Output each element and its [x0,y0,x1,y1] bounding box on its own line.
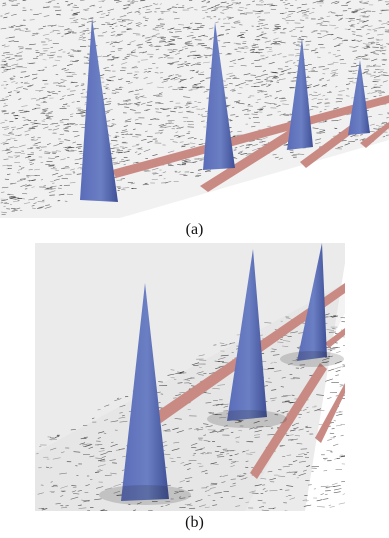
cone-obstacle [297,243,327,361]
flow-visualization-b [35,243,345,511]
cone-obstacle [80,18,118,202]
rail-bar [112,95,389,178]
rail-bar [325,328,345,348]
figure-panel-a [0,0,389,218]
figure-panel-b [35,243,345,511]
rail-bar [250,363,327,479]
flow-visualization-a [0,0,389,218]
rail-bar [360,122,389,148]
cone-obstacle [348,60,370,135]
rail-bar [200,128,300,192]
cone-obstacle [203,22,235,170]
panel-a-caption: (a) [185,221,204,238]
cone-obstacle [227,249,267,421]
rail-bar [315,383,345,443]
panel-b-caption: (b) [185,514,204,531]
cone-obstacle [287,38,313,150]
cone-obstacle [121,283,169,501]
